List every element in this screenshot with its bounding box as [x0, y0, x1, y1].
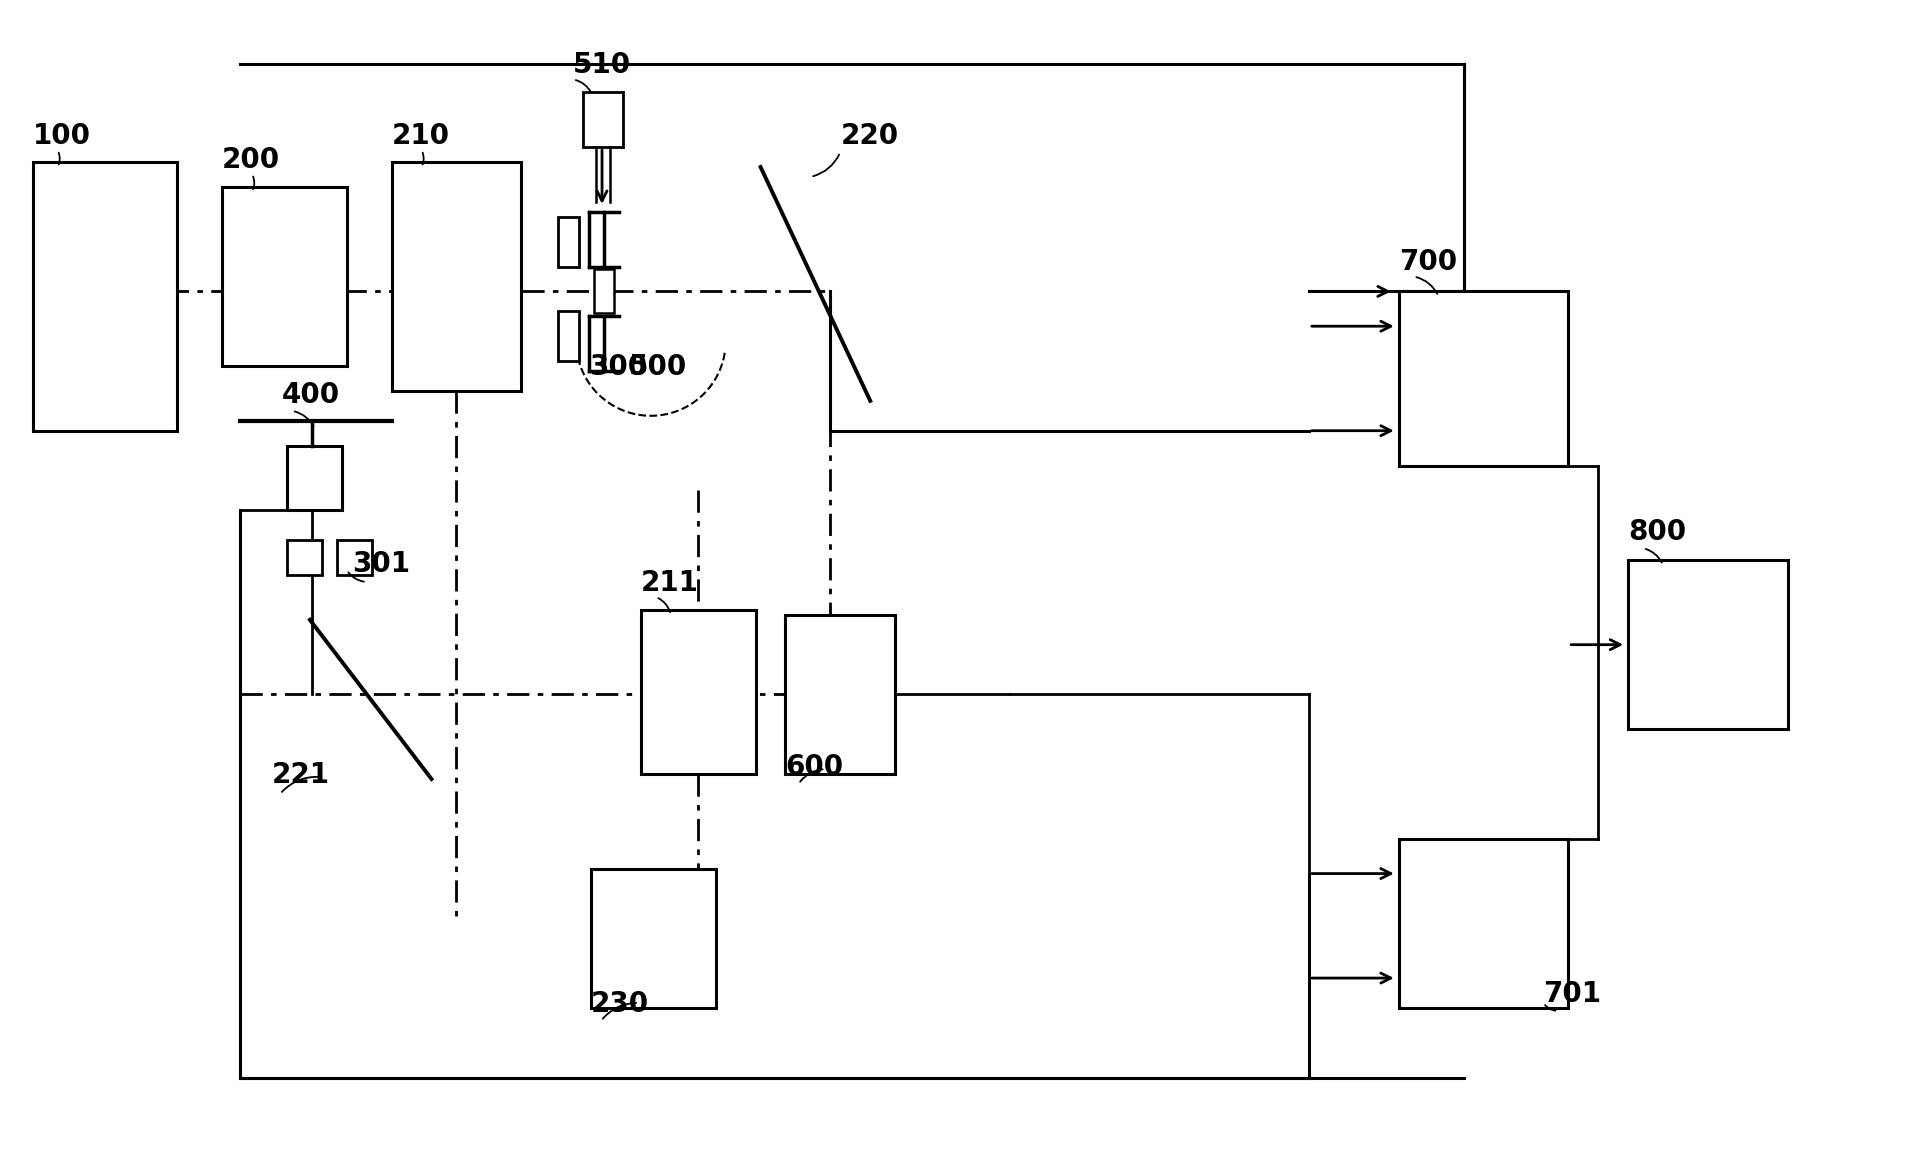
Text: 211: 211 [640, 569, 699, 597]
Bar [1398, 839, 1568, 1008]
Text: 221: 221 [272, 761, 330, 789]
Text: 400: 400 [282, 381, 339, 408]
Text: 220: 220 [840, 123, 897, 150]
Text: 510: 510 [573, 51, 631, 80]
Bar [1627, 560, 1787, 729]
Bar [223, 187, 347, 366]
Bar [594, 270, 613, 314]
Bar [591, 869, 714, 1008]
Bar [785, 614, 895, 774]
Text: 100: 100 [32, 123, 91, 150]
Bar [583, 93, 623, 147]
Text: 701: 701 [1543, 980, 1600, 1008]
Text: 800: 800 [1627, 518, 1686, 546]
Text: 300: 300 [589, 353, 648, 381]
Bar [337, 540, 371, 575]
Text: 700: 700 [1398, 249, 1455, 277]
Bar [640, 610, 754, 774]
Bar [558, 311, 579, 361]
Bar [1398, 292, 1568, 465]
Text: 210: 210 [391, 123, 450, 150]
Bar [32, 162, 177, 430]
Bar [288, 540, 322, 575]
Bar [558, 216, 579, 266]
Text: 600: 600 [785, 753, 844, 781]
Bar [391, 162, 520, 391]
Text: 200: 200 [223, 146, 280, 174]
Text: 230: 230 [591, 990, 650, 1018]
Text: 500: 500 [629, 353, 688, 381]
Text: 301: 301 [352, 550, 410, 578]
Bar [288, 445, 341, 510]
